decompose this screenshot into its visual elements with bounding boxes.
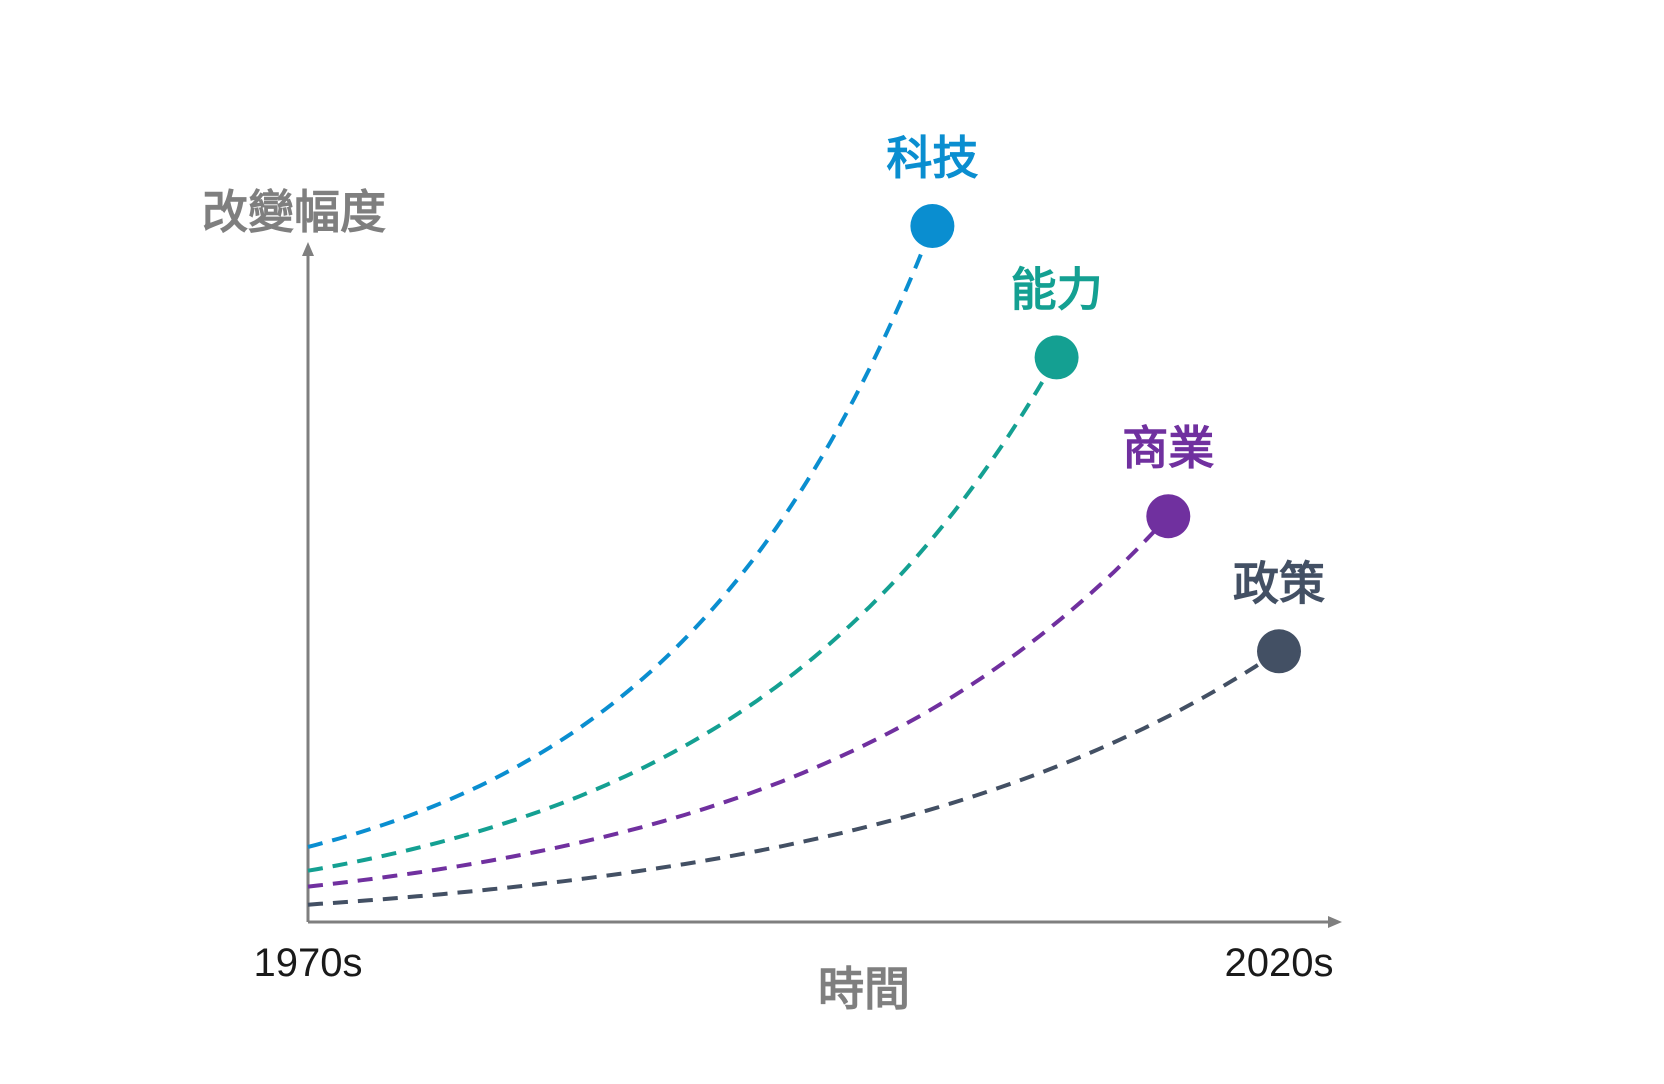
series-curve [307, 225, 935, 849]
series-label: 政策 [1233, 556, 1325, 610]
series-end-point [1146, 494, 1191, 539]
series-label: 商業 [1122, 421, 1214, 475]
x-axis-arrow-icon [1328, 916, 1342, 928]
series-end-point [910, 204, 955, 248]
series-label: 能力 [1011, 262, 1103, 316]
series-3: 政策 [307, 556, 1325, 907]
x-tick-label-start: 1970s [254, 941, 363, 985]
series-2: 商業 [307, 421, 1214, 889]
series-label: 科技 [886, 131, 978, 185]
series-curve [307, 356, 1059, 873]
series-end-point [1034, 335, 1079, 380]
series-curve [307, 514, 1170, 889]
y-axis-title: 改變幅度 [202, 185, 386, 239]
series-end-point [1257, 629, 1301, 674]
series-1: 能力 [307, 262, 1103, 873]
x-tick-label-end: 2020s [1225, 941, 1334, 985]
series-0: 科技 [307, 131, 978, 849]
series-curve [307, 649, 1281, 907]
axes [302, 242, 1342, 928]
y-axis-arrow-icon [302, 242, 314, 256]
x-axis-title: 時間 [818, 962, 910, 1016]
